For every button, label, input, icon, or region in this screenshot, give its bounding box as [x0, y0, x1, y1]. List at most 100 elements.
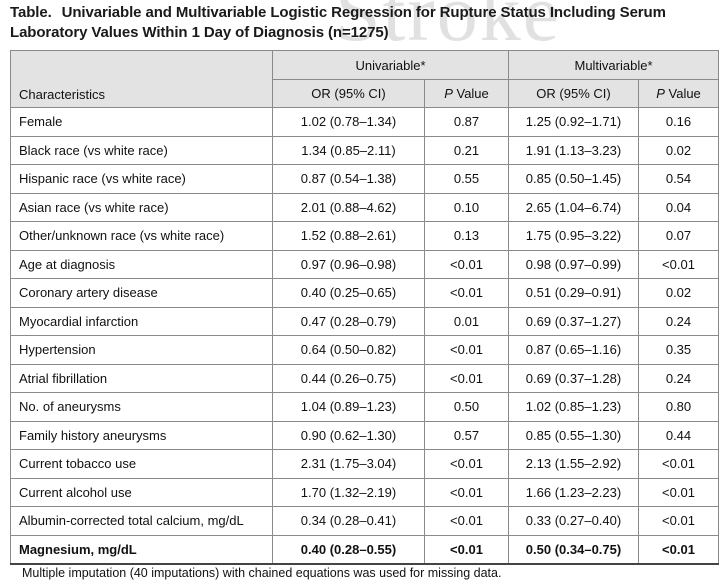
multi-or-cell: 0.85 (0.55–1.30) — [508, 420, 639, 450]
uni-or-cell: 2.31 (1.75–3.04) — [272, 449, 425, 479]
row-name: Asian race (vs white race) — [10, 192, 273, 222]
multi-or-cell: 0.51 (0.29–0.91) — [508, 278, 639, 308]
multi-p-cell: <0.01 — [637, 477, 720, 507]
header-characteristics: Characteristics — [10, 50, 273, 108]
row-name: No. of aneurysms — [10, 392, 273, 422]
multi-or-cell: 2.65 (1.04–6.74) — [508, 192, 639, 222]
multi-p-cell: <0.01 — [637, 249, 720, 279]
table-row: Black race (vs white race) 1.34 (0.85–2.1… — [10, 135, 720, 165]
uni-p-cell: <0.01 — [424, 477, 509, 507]
table-row: Atrial fibrillation 0.44 (0.26–0.75) <0.01… — [10, 363, 720, 393]
multi-or-cell: 1.91 (1.13–3.23) — [508, 135, 639, 165]
header-multivariable: Multivariable* — [507, 50, 720, 80]
uni-p-cell: <0.01 — [424, 335, 509, 365]
header-sub-row: OR (95% CI) P Value OR (95% CI) P Value — [11, 79, 720, 108]
uni-or-cell: 0.44 (0.26–0.75) — [272, 363, 425, 393]
multi-p-cell: 0.02 — [637, 278, 720, 308]
uni-or-cell: 0.64 (0.50–0.82) — [272, 335, 425, 365]
multi-or-cell: 1.66 (1.23–2.23) — [508, 477, 639, 507]
row-name: Current tobacco use — [10, 449, 273, 479]
multi-or-cell: 0.69 (0.37–1.27) — [508, 306, 639, 336]
uni-or-cell: 0.47 (0.28–0.79) — [272, 306, 425, 336]
uni-or-cell: 0.97 (0.96–0.98) — [272, 249, 425, 279]
uni-or-cell: 2.01 (0.88–4.62) — [272, 192, 425, 222]
row-name: Age at diagnosis — [10, 249, 273, 279]
regression-table: Characteristics Univariable* Multivariab… — [10, 50, 720, 565]
table-row: Age at diagnosis 0.97 (0.96–0.98) <0.01 0.9… — [10, 249, 720, 279]
uni-or-cell: 1.04 (0.89–1.23) — [272, 392, 425, 422]
row-name: Hispanic race (vs white race) — [10, 164, 273, 194]
header-uni-or: OR (95% CI) — [272, 79, 425, 108]
multi-p-cell: 0.16 — [637, 107, 720, 137]
table-row: No. of aneurysms 1.04 (0.89–1.23) 0.50 1.02… — [10, 392, 720, 422]
uni-p-cell: <0.01 — [424, 363, 509, 393]
row-name: Female — [10, 107, 273, 137]
multi-or-cell: 1.02 (0.85–1.23) — [508, 392, 639, 422]
uni-or-cell: 1.52 (0.88–2.61) — [272, 221, 425, 251]
table-row: Current alcohol use 1.70 (1.32–2.19) <0.01… — [10, 477, 720, 507]
header-univariable: Univariable* — [272, 50, 509, 80]
table-row: Albumin-corrected total calcium, mg/dL 0.… — [10, 506, 720, 536]
multi-p-cell: 0.02 — [637, 135, 720, 165]
multi-p-cell: <0.01 — [637, 449, 720, 479]
multi-p-cell: 0.35 — [637, 335, 720, 365]
multi-or-cell: 1.25 (0.92–1.71) — [508, 107, 639, 137]
p-italic: P — [444, 86, 453, 101]
table-row: Hispanic race (vs white race) 0.87 (0.54–… — [10, 164, 720, 194]
multi-p-cell: <0.01 — [637, 506, 720, 536]
uni-or-cell: 0.40 (0.28–0.55) — [272, 534, 425, 565]
table-caption: Univariable and Multivariable Logistic R… — [10, 4, 666, 41]
uni-p-cell: 0.10 — [424, 192, 509, 222]
uni-or-cell: 1.02 (0.78–1.34) — [272, 107, 425, 137]
multi-p-cell: 0.54 — [637, 164, 720, 194]
uni-p-cell: 0.13 — [424, 221, 509, 251]
header-multi-or: OR (95% CI) — [508, 79, 639, 108]
uni-p-cell: 0.01 — [424, 306, 509, 336]
table-row: Myocardial infarction 0.47 (0.28–0.79) 0.0… — [10, 306, 720, 336]
multi-p-cell: <0.01 — [637, 534, 720, 565]
table-row: Other/unknown race (vs white race) 1.52 (… — [10, 221, 720, 251]
uni-or-cell: 1.34 (0.85–2.11) — [272, 135, 425, 165]
row-name: Other/unknown race (vs white race) — [10, 221, 273, 251]
multi-or-cell: 0.33 (0.27–0.40) — [508, 506, 639, 536]
multi-p-cell: 0.04 — [637, 192, 720, 222]
multi-or-cell: 0.87 (0.65–1.16) — [508, 335, 639, 365]
table-row: Family history aneurysms 0.90 (0.62–1.30)… — [10, 420, 720, 450]
uni-p-cell: <0.01 — [424, 249, 509, 279]
table-footnote: Multiple imputation (40 imputations) wit… — [22, 566, 502, 580]
uni-p-cell: 0.21 — [424, 135, 509, 165]
header-group-row: Characteristics Univariable* Multivariab… — [10, 50, 720, 108]
uni-p-cell: 0.55 — [424, 164, 509, 194]
uni-p-cell: <0.01 — [424, 506, 509, 536]
row-name: Myocardial infarction — [10, 306, 273, 336]
multi-p-cell: 0.07 — [637, 221, 720, 251]
uni-p-cell: <0.01 — [424, 278, 509, 308]
multi-p-cell: 0.44 — [637, 420, 720, 450]
uni-or-cell: 0.90 (0.62–1.30) — [272, 420, 425, 450]
table-label: Table. — [10, 4, 52, 21]
row-name: Albumin-corrected total calcium, mg/dL — [10, 506, 273, 536]
multi-p-cell: 0.24 — [637, 363, 720, 393]
multi-or-cell: 0.69 (0.37–1.28) — [508, 363, 639, 393]
table-row: Coronary artery disease 0.40 (0.25–0.65) <… — [10, 278, 720, 308]
multi-p-cell: 0.80 — [637, 392, 720, 422]
multi-or-cell: 1.75 (0.95–3.22) — [508, 221, 639, 251]
uni-p-cell: 0.57 — [424, 420, 509, 450]
row-name: Black race (vs white race) — [10, 135, 273, 165]
header-uni-p: P Value — [424, 79, 509, 108]
multi-or-cell: 0.85 (0.50–1.45) — [508, 164, 639, 194]
uni-or-cell: 0.34 (0.28–0.41) — [272, 506, 425, 536]
p-italic: P — [656, 86, 665, 101]
table-row: Hypertension 0.64 (0.50–0.82) <0.01 0.87 (0… — [10, 335, 720, 365]
p-rest: Value — [452, 86, 489, 101]
uni-p-cell: <0.01 — [424, 449, 509, 479]
row-name: Current alcohol use — [10, 477, 273, 507]
uni-or-cell: 0.40 (0.25–0.65) — [272, 278, 425, 308]
row-name: Family history aneurysms — [10, 420, 273, 450]
uni-p-cell: 0.87 — [424, 107, 509, 137]
table-row: Asian race (vs white race) 2.01 (0.88–4.6… — [10, 192, 720, 222]
multi-or-cell: 0.50 (0.34–0.75) — [508, 534, 639, 565]
uni-or-cell: 1.70 (1.32–2.19) — [272, 477, 425, 507]
row-name: Atrial fibrillation — [10, 363, 273, 393]
table-row: Current tobacco use 2.31 (1.75–3.04) <0.01… — [10, 449, 720, 479]
